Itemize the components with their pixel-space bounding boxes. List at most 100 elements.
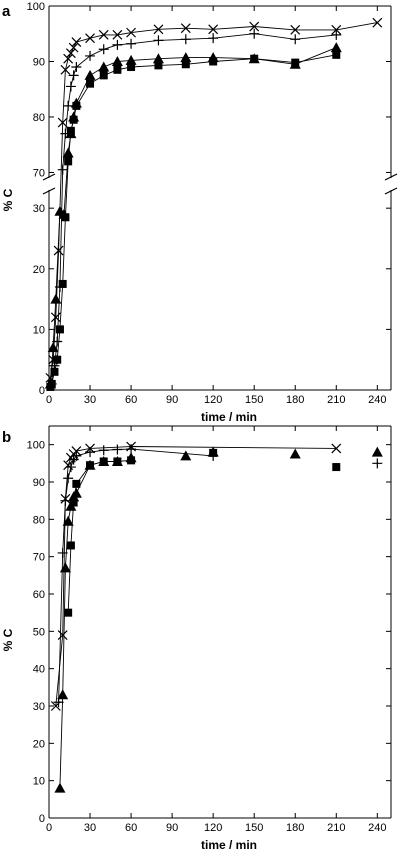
panel-b-xlabel: time / min (201, 838, 257, 852)
panel-b-xtick-label: 60 (125, 822, 137, 834)
panel-a-chart: 0 30 60 90 120 150 180 210 240 0 10 20 30 70 80 90 100 (27, 1, 398, 406)
panel-b-series-3-point (113, 457, 122, 466)
panel-b-ytick-label: 100 (27, 440, 45, 452)
panel-a-ylabel: % C (1, 188, 15, 211)
panel-a-series-2-point (330, 42, 342, 53)
panel-b-ytick-label: 20 (33, 738, 45, 750)
panel-b-xtick-label: 240 (368, 822, 386, 834)
panel-a-series-3-point (69, 115, 78, 124)
panel-b-series-1-point (85, 447, 96, 458)
panel-b-series-1-point (65, 462, 76, 473)
panel-a-series-0-point (65, 48, 76, 59)
panel-a-xtick-label: 0 (46, 394, 52, 406)
panel-a-series-0-point (126, 27, 137, 38)
panel-a-ytick-label: 20 (33, 264, 45, 276)
panel-a-xtick-label: 30 (84, 394, 96, 406)
panel-b-xtick-label: 30 (84, 822, 96, 834)
panel-b-series-1-point (63, 473, 74, 484)
panel-b-ylabel: % C (1, 628, 15, 651)
panel-a-series-1-point (126, 38, 137, 49)
panel-b-ytick-label: 70 (33, 552, 45, 564)
panel-b-label: b (2, 429, 11, 446)
panel-b-ytick-label: 50 (33, 626, 45, 638)
panel-a-series-0-point (208, 24, 219, 35)
panel-a-xtick-label: 60 (125, 394, 137, 406)
panel-a-series-0-line (49, 22, 378, 378)
panel-a-series-3-point (99, 71, 108, 80)
panel-b-series-3-point (66, 541, 75, 550)
panel-a-series-0-point (68, 42, 79, 53)
panel-b-ytick-label: 0 (39, 813, 45, 825)
panel-a-series-3-line (49, 54, 337, 388)
panel-a-series-1-line (51, 33, 337, 384)
panel-a-xlabel: time / min (201, 410, 257, 424)
panel-b-ytick-label: 10 (33, 776, 45, 788)
panel-a-series-0-point (60, 64, 71, 75)
panel-a-series-1-point (331, 29, 342, 40)
panel-a-series-2-point (125, 54, 137, 65)
panel-b-series-1-line (58, 448, 214, 703)
panel-b-series-2-point (57, 689, 69, 700)
panel-b-series-2-point (54, 782, 66, 793)
panel-a-series-0-point (372, 17, 383, 28)
panel-b-series-3-point (72, 479, 81, 488)
panel-a-series-2-point (50, 293, 62, 304)
panel-a-series-0-point (85, 33, 95, 44)
panel-a-series-1-point (208, 33, 219, 44)
panel-a-series-1-point (290, 34, 301, 45)
panel-b-xtick-label: 120 (204, 822, 222, 834)
panel-a-right-axis-break (384, 173, 398, 195)
panel-b-series-2-point (371, 446, 383, 457)
panel-b-xtick-label: 150 (245, 822, 263, 834)
panel-a-series-3-point (55, 325, 64, 334)
panel-b-series-1-point (372, 458, 383, 469)
panel-a-xtick-label: 240 (368, 394, 386, 406)
panel-a-series-0-point (180, 23, 191, 34)
panel-a-xtick-label: 180 (286, 394, 304, 406)
panel-a-series-2-point (152, 53, 164, 64)
panel-a-series-1-point (249, 28, 260, 39)
panel-a-xtick-label: 90 (166, 394, 178, 406)
panel-a-ytick-label: 70 (33, 167, 45, 179)
panel-a-series-2-point (47, 342, 59, 353)
panel-a-series-0-point (57, 117, 68, 128)
panel-b-series-1-point (112, 444, 123, 455)
panel-b-ytick-label: 30 (33, 701, 45, 713)
panel-b-series-3-point (99, 457, 108, 466)
panel-b-series-2-point (180, 450, 192, 461)
panel-b-ytick-label: 90 (33, 477, 45, 489)
panel-b-series-3-point (64, 608, 73, 617)
panel-a-series-3-point (53, 355, 62, 364)
panel-b-series-3-point (209, 448, 218, 457)
panel-b-series-3-point (127, 456, 136, 465)
panel-a-series-2-line (49, 47, 337, 384)
panel-b-ytick-label: 40 (33, 664, 45, 676)
panel-a-series-1-point (153, 35, 164, 46)
panel-b-series-1-point (98, 445, 109, 456)
panel-a-series-0-point (63, 53, 74, 64)
panel-a-series-3-point (64, 157, 73, 166)
panel-b-series-2-point (70, 487, 82, 498)
panel-a-series-3-point (209, 57, 218, 66)
panel-a-series-1-point (68, 70, 79, 81)
panel-b-ytick-label: 80 (33, 514, 45, 526)
panel-a-series-3-point (154, 61, 163, 70)
panel-a-series-0-point (249, 21, 260, 32)
panel-a-series-3-point (47, 379, 56, 388)
panel-b-series-0-point (331, 443, 342, 454)
panel-b-series-3-point (86, 461, 95, 470)
panel-a-series-3-point (181, 60, 190, 69)
panel-a-ytick-label: 80 (33, 112, 45, 124)
panel-a-series-3-point (72, 101, 81, 110)
panel-a-series-3-point (250, 54, 259, 63)
panel-a-series-2-point (62, 147, 74, 158)
panel-a-series-0-point (290, 24, 301, 35)
panel-a-series-3-point (127, 63, 136, 72)
panel-a-series-0-point (98, 29, 109, 40)
panel-a-ytick-label: 10 (33, 324, 45, 336)
panel-a-series-3-point (291, 58, 300, 67)
panel-a-series-2-point (84, 69, 96, 80)
panel-a-left-axis-break (42, 173, 56, 195)
panel-b-series-0-line (55, 446, 337, 707)
